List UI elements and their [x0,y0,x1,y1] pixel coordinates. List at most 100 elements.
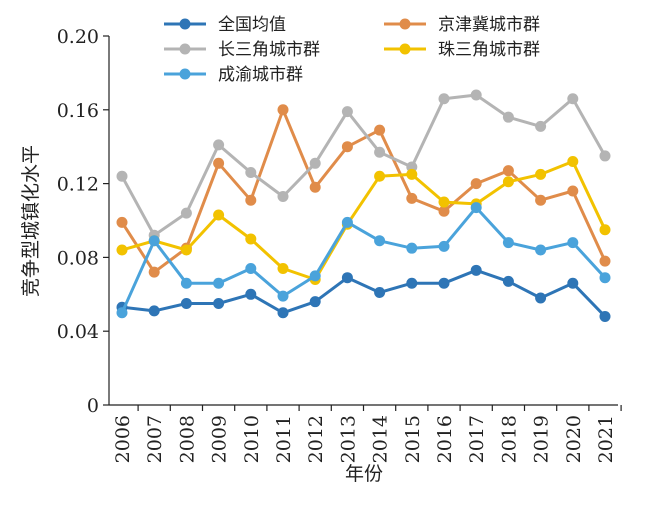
x-tick-label: 2021 [595,415,617,463]
data-point [567,185,579,197]
x-tick-label: 2017 [466,415,488,463]
data-point [502,165,514,177]
legend-label: 全国均值 [218,15,286,35]
data-point [535,194,547,206]
x-tick-label: 2009 [209,415,231,463]
data-point [116,307,128,319]
data-point [406,168,418,180]
legend-label: 长三角城市群 [218,40,320,60]
data-point [502,275,514,287]
legend-item: 长三角城市群 [164,40,320,60]
series-4 [116,155,611,286]
data-point [148,266,160,278]
data-point [341,216,353,228]
legend-item: 成渝城市群 [164,65,303,85]
series-3 [116,89,611,241]
data-point [309,157,321,169]
data-point [567,93,579,105]
y-tick-label: 0.08 [57,247,99,269]
data-point [567,237,579,249]
data-point [277,104,289,116]
y-tick-label: 0.20 [57,26,99,48]
data-point [599,150,611,162]
series-layer [116,89,611,322]
x-tick-label: 2014 [370,415,392,463]
data-point [374,286,386,298]
data-point [341,272,353,284]
data-point [438,196,450,208]
y-axis-ticks: 0 0.04 0.08 0.12 0.16 0.20 [57,26,109,417]
legend-label: 珠三角城市群 [438,40,540,60]
data-point [535,168,547,180]
data-point [502,237,514,249]
data-point [374,170,386,182]
data-point [470,89,482,101]
data-point [374,235,386,247]
legend-swatch-marker [399,18,411,30]
data-point [502,111,514,123]
x-tick-label: 2016 [434,415,456,463]
legend-item: 京津冀城市群 [384,15,540,35]
data-point [180,277,192,289]
y-axis-title: 竞争型城镇化水平 [20,145,42,297]
x-tick-label: 2011 [273,415,295,463]
data-point [599,272,611,284]
data-point [502,176,514,188]
data-point [599,224,611,236]
x-tick-label: 2018 [498,415,520,463]
series-line [121,268,607,318]
data-point [277,191,289,203]
data-point [116,244,128,256]
data-point [116,170,128,182]
series-1 [116,264,611,322]
data-point [213,157,225,169]
data-point [213,277,225,289]
data-point [245,262,257,274]
y-tick-label: 0.12 [57,174,99,196]
data-point [180,244,192,256]
data-point [438,93,450,105]
x-tick-label: 2015 [402,415,424,463]
data-point [438,240,450,252]
data-point [535,120,547,132]
data-point [309,181,321,193]
legend-swatch-marker [179,18,191,30]
data-point [148,235,160,247]
data-point [535,292,547,304]
data-point [277,262,289,274]
data-point [309,270,321,282]
data-point [245,167,257,179]
data-point [470,202,482,214]
data-point [277,290,289,302]
legend-swatch-marker [179,68,191,80]
data-point [470,264,482,276]
legend-item: 珠三角城市群 [384,40,540,60]
data-point [341,141,353,153]
x-tick-label: 2007 [144,415,166,463]
data-point [374,124,386,136]
legend-item: 全国均值 [164,15,286,35]
axes [108,36,618,406]
data-point [406,277,418,289]
x-tick-label: 2010 [241,415,263,463]
legend-label: 成渝城市群 [218,65,303,85]
data-point [599,255,611,267]
data-point [213,298,225,310]
y-tick-label: 0.16 [57,100,99,122]
data-point [245,194,257,206]
data-point [116,216,128,228]
series-line [120,93,607,237]
data-point [245,288,257,300]
data-point [406,242,418,254]
x-tick-label: 2020 [563,415,585,463]
series-line [121,160,607,281]
y-tick-label: 0.04 [57,321,99,343]
data-point [406,192,418,204]
data-point [148,305,160,317]
data-point [180,207,192,219]
data-point [567,155,579,167]
data-point [567,277,579,289]
series-line [120,108,607,274]
data-point [438,205,450,217]
